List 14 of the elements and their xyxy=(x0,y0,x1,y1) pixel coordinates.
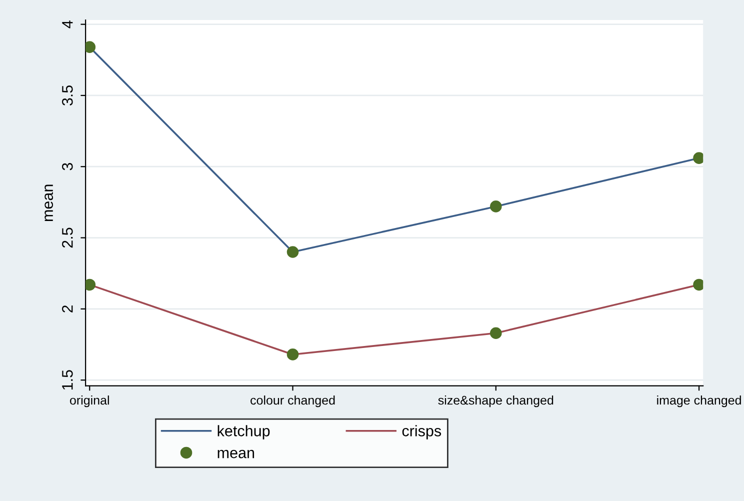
legend-label: mean xyxy=(218,450,254,458)
y-tick-label: 2.5 xyxy=(62,228,73,248)
legend-label: crisps xyxy=(402,425,442,440)
x-tick-label: size&shape changed xyxy=(438,395,554,408)
legend-label: ketchup xyxy=(218,425,270,440)
x-tick-label: image changed xyxy=(657,395,741,408)
y-tick-label: 3 xyxy=(62,163,73,170)
y-tick-label: 3.5 xyxy=(62,85,73,106)
x-tick-label: original xyxy=(70,395,109,408)
y-tick-label: 1.5 xyxy=(62,370,73,390)
y-tick-label: 2 xyxy=(62,305,73,312)
y-tick-label: 4 xyxy=(62,20,73,28)
y-axis-title: mean xyxy=(44,184,54,221)
x-tick-label: colour changed xyxy=(250,395,335,408)
